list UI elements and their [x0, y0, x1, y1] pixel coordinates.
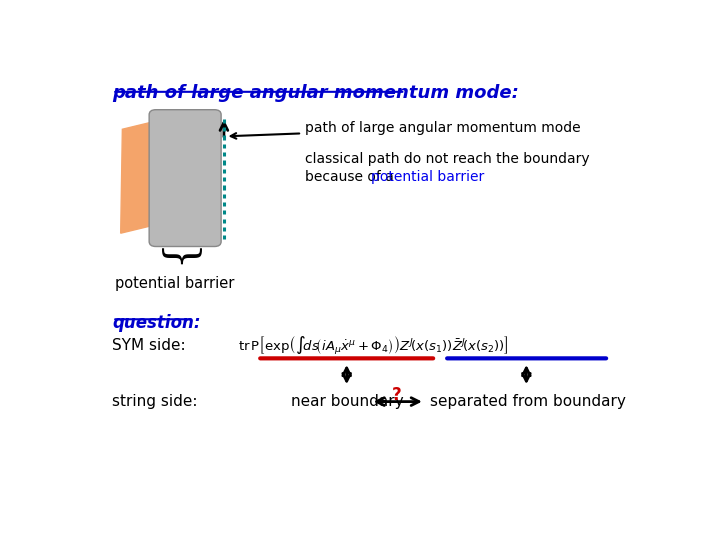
FancyBboxPatch shape: [149, 110, 221, 246]
Text: potential barrier: potential barrier: [371, 170, 484, 184]
Text: }: }: [153, 246, 196, 273]
Text: path of large angular momentum mode: path of large angular momentum mode: [230, 121, 580, 139]
Text: SYM side:: SYM side:: [112, 338, 186, 353]
Text: string side:: string side:: [112, 394, 198, 409]
Text: path of large angular momentum mode:: path of large angular momentum mode:: [112, 84, 519, 102]
Polygon shape: [121, 119, 166, 233]
Text: potential barrier: potential barrier: [115, 275, 234, 291]
Text: classical path do not reach the boundary: classical path do not reach the boundary: [305, 152, 590, 166]
Text: ?: ?: [392, 386, 402, 404]
Text: because of a: because of a: [305, 170, 398, 184]
Text: $\mathrm{tr}\,\mathrm{P}\left[\exp\!\left(\int\!ds\!\left(iA_\mu\dot{x}^\mu+\Phi: $\mathrm{tr}\,\mathrm{P}\left[\exp\!\lef…: [238, 334, 509, 356]
Text: separated from boundary: separated from boundary: [431, 394, 626, 409]
Text: question:: question:: [112, 314, 201, 332]
Text: near boundary: near boundary: [291, 394, 403, 409]
